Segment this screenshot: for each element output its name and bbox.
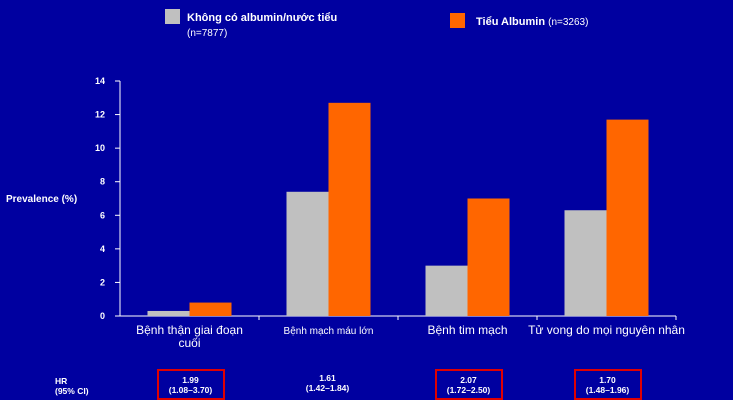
hr-value: 1.99 — [182, 375, 199, 385]
y-tick-label: 10 — [95, 143, 105, 153]
hr-value-box: 1.61 (1.42–1.84) — [296, 369, 360, 396]
x-category-label: Tử vong do mọi nguyên nhân — [528, 323, 685, 337]
hr-value: 2.07 — [460, 375, 477, 385]
hr-ci: (1.48–1.96) — [585, 385, 630, 395]
y-tick-label: 8 — [100, 177, 105, 187]
legend-n-no-albumin: (n=7877) — [187, 28, 228, 39]
bar-no-albumin — [425, 265, 468, 316]
bar-albumin — [328, 102, 371, 316]
hr-label-line1: HR — [55, 376, 68, 386]
x-category-label: Bệnh thận giai đoạn — [136, 323, 243, 337]
bar-albumin — [606, 119, 649, 316]
bar-albumin — [189, 302, 232, 316]
legend-label-no-albumin: Không có albumin/nước tiểu — [187, 12, 338, 24]
hr-ci: (1.72–2.50) — [446, 385, 491, 395]
legend-label-albumin: Tiểu Albumin (n=3263) — [476, 16, 589, 28]
x-category-label: cuối — [178, 336, 200, 350]
y-tick-label: 4 — [100, 244, 105, 254]
x-category-label: Bệnh mạch máu lớn — [284, 326, 374, 337]
y-tick-label: 6 — [100, 210, 105, 220]
hr-label-line2: (95% CI) — [55, 386, 89, 396]
y-tick-label: 14 — [95, 76, 105, 86]
hr-value: 1.70 — [599, 375, 616, 385]
bar-no-albumin — [564, 210, 607, 316]
x-category-label: Bệnh tim mạch — [427, 323, 507, 337]
legend-n-albumin: (n=3263) — [548, 17, 589, 28]
y-tick-label: 0 — [100, 311, 105, 321]
bar-no-albumin — [286, 191, 329, 316]
hr-value: 1.61 — [319, 373, 336, 383]
legend-swatch-albumin — [450, 13, 465, 28]
y-axis-label: Prevalence (%) — [6, 194, 78, 205]
y-tick-label: 12 — [95, 110, 105, 120]
hr-value-box: 2.07 (1.72–2.50) — [434, 369, 503, 400]
bar-no-albumin — [147, 310, 190, 316]
hr-ci: (1.42–1.84) — [305, 383, 350, 393]
bar-albumin — [467, 198, 510, 316]
hr-value-box: 1.70 (1.48–1.96) — [573, 369, 642, 400]
hr-ci: (1.08–3.70) — [168, 385, 213, 395]
legend-swatch-no-albumin — [165, 9, 180, 24]
y-tick-label: 2 — [100, 277, 105, 287]
hr-value-box: 1.99 (1.08–3.70) — [156, 369, 225, 400]
hr-row-label: HR (95% CI) — [55, 376, 89, 396]
